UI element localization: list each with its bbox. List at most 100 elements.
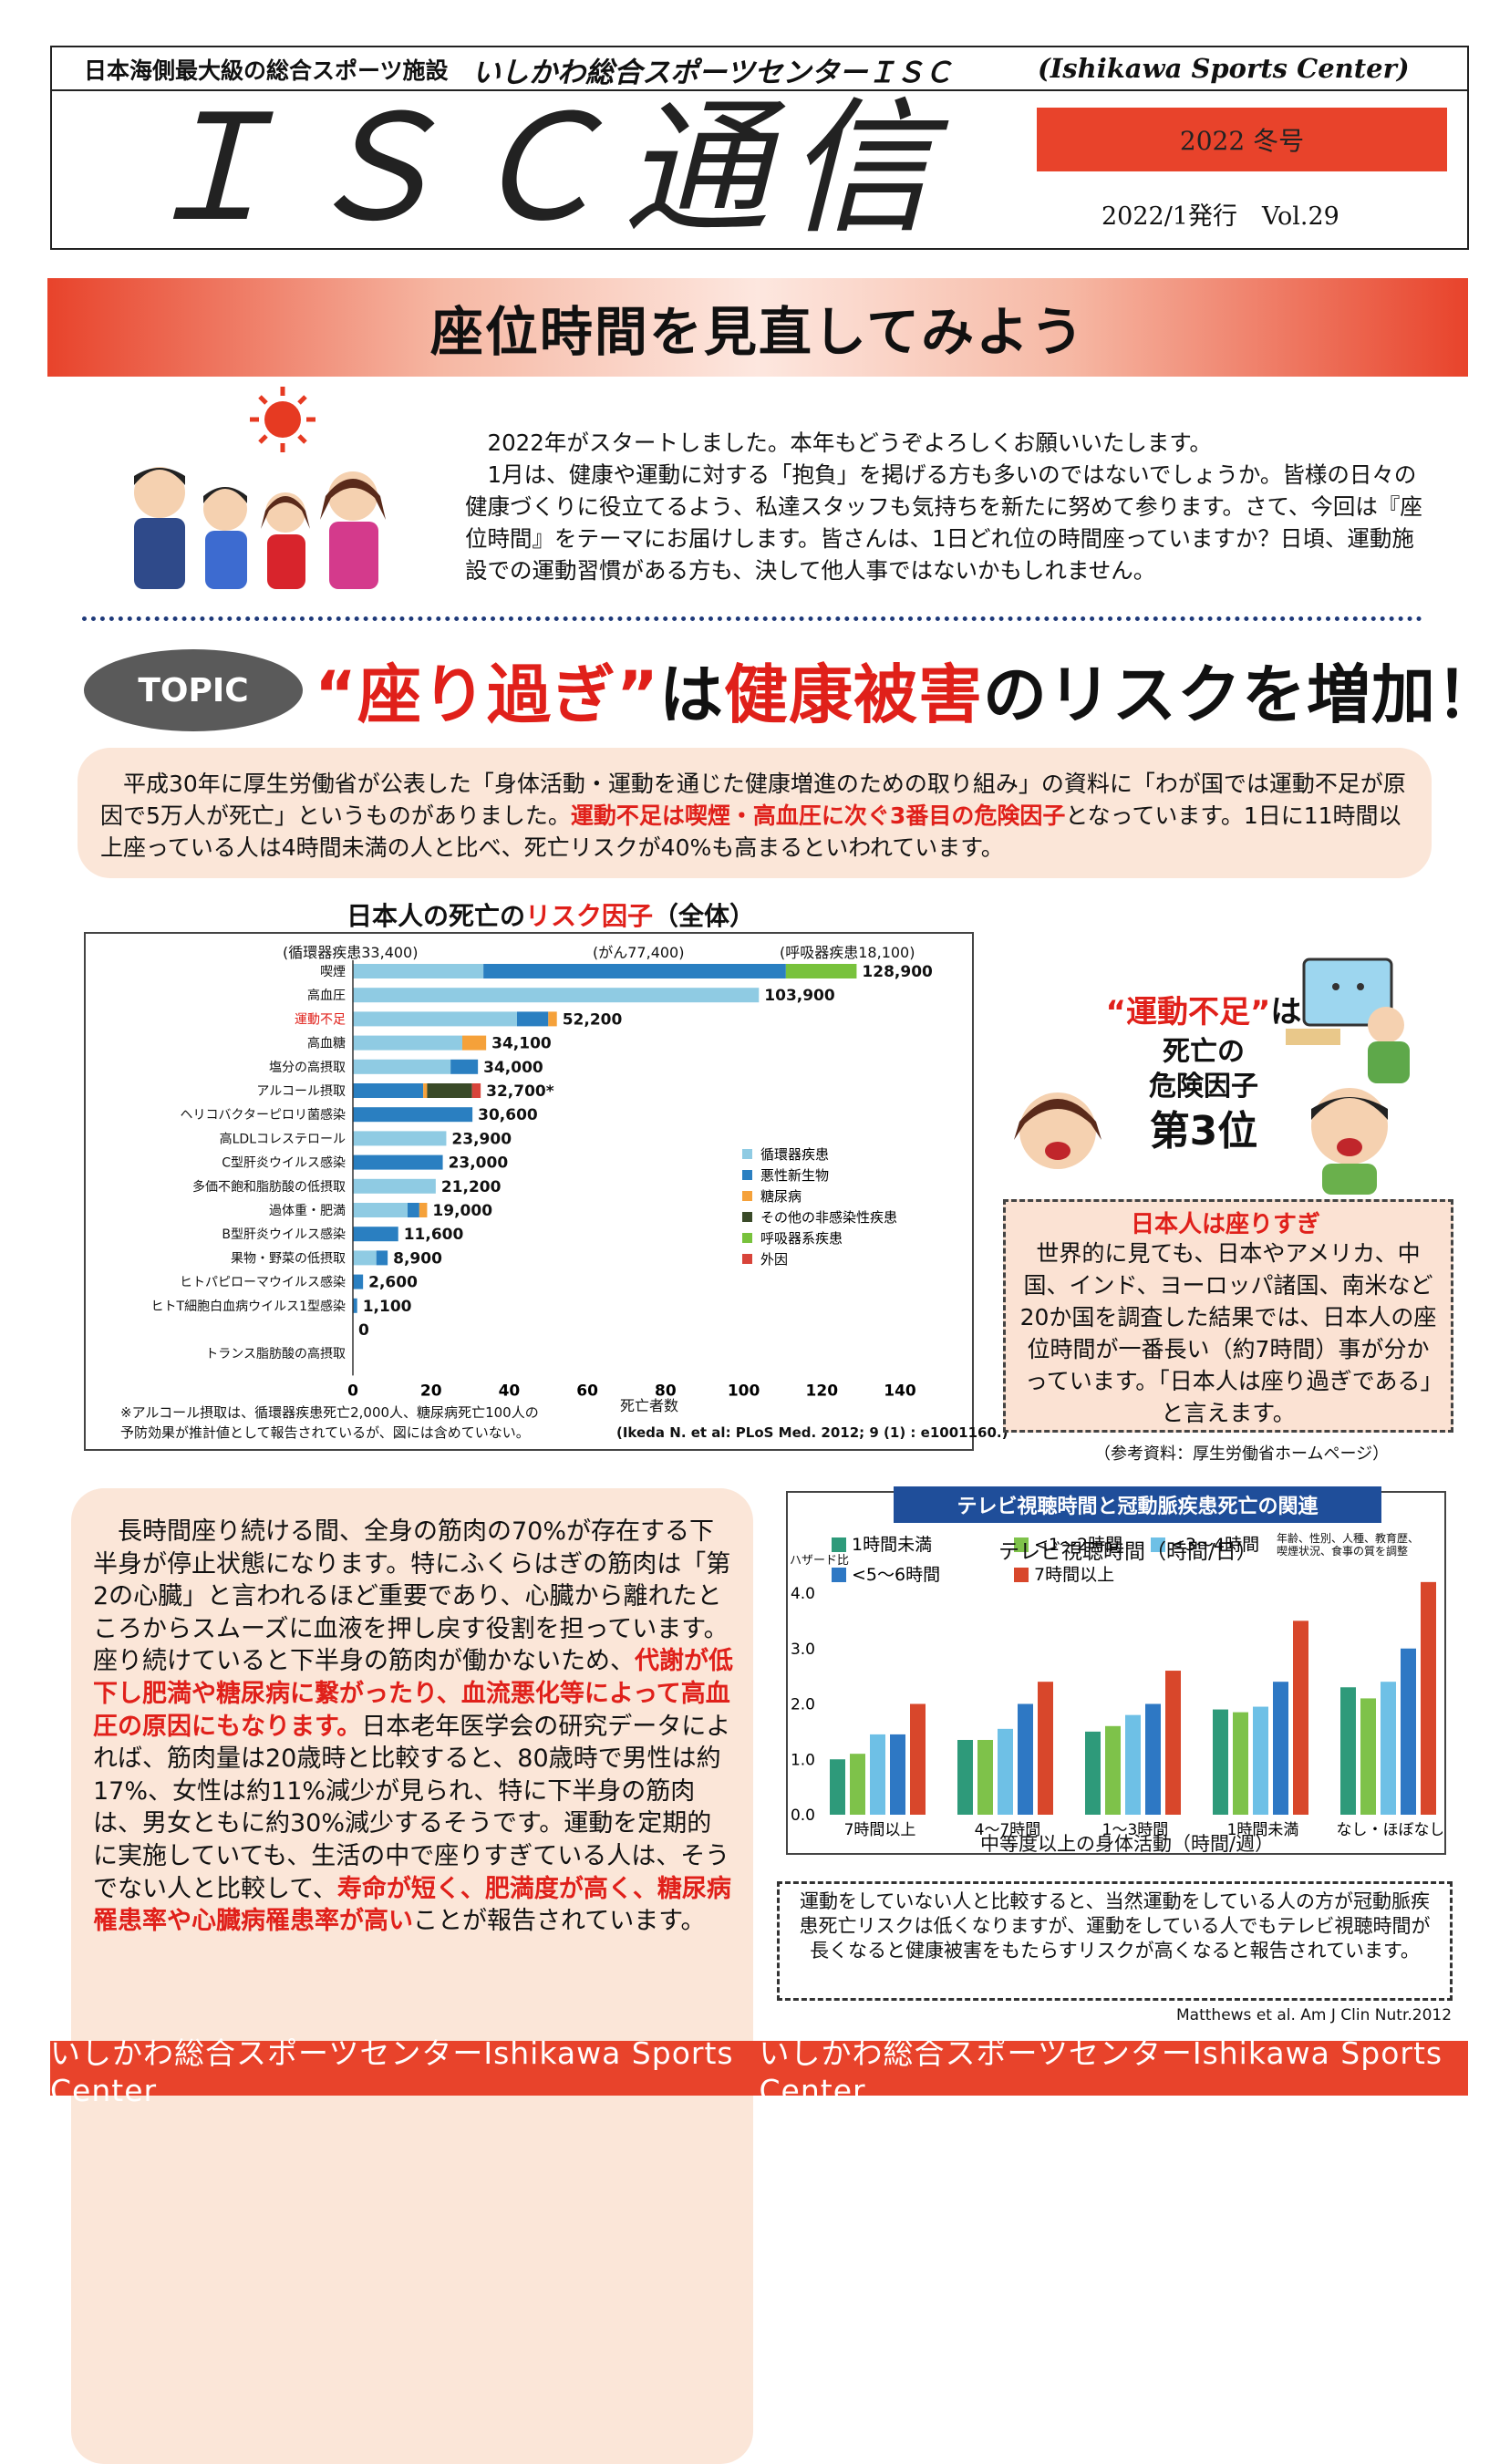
bar-segment	[548, 1011, 557, 1027]
bar	[1125, 1714, 1141, 1815]
bar-segment	[462, 1035, 487, 1051]
y-tick-label: ヒトT細胞白血病ウイルス1型感染	[151, 1299, 346, 1314]
bar	[1273, 1682, 1288, 1815]
badge-line4: 第3位	[1149, 1108, 1258, 1154]
legend-swatch	[742, 1254, 752, 1264]
bar-segment	[517, 1011, 549, 1027]
chart1-footnote-2: 予防効果が推計値として報告されているが、図には含めていない。	[120, 1424, 530, 1441]
masthead-divider	[50, 89, 1468, 91]
chart1-footnote-1: ※アルコール摂取は、循環器疾患死亡2,000人、糖尿病死亡100人の	[120, 1404, 539, 1421]
y-tick-label: 2.0	[791, 1696, 815, 1714]
chart1-source: (Ikeda N. et al: PLoS Med. 2012; 9 (1) :…	[616, 1424, 1008, 1441]
intro-line-2: 1月は、健康や運動に対する「抱負」を掲げる方も多いのではないでしょうか。皆様の日…	[465, 461, 1422, 584]
bar-value-label: 30,600	[478, 1106, 538, 1124]
y-tick-label: 4.0	[791, 1585, 815, 1603]
chart1-title-c: （全体）	[653, 901, 756, 931]
bar-segment	[353, 1250, 377, 1266]
bar-segment	[376, 1250, 388, 1266]
chart1-note-resp: (呼吸器疾患18,100)	[780, 944, 915, 961]
bar-value-label: 23,900	[451, 1130, 512, 1148]
father-figure	[134, 467, 185, 589]
bar-segment	[353, 1083, 424, 1098]
y-tick-label: 果物・野菜の低摂取	[231, 1251, 346, 1266]
legend-label: 7時間以上	[1034, 1565, 1114, 1585]
chart1-title-a: 日本人の死亡の	[346, 901, 526, 931]
bar-value-label: 19,000	[432, 1202, 492, 1220]
chart2-adjust-2: 喫煙状況、食事の質を調整	[1277, 1545, 1409, 1558]
chart2-note: 運動をしていない人と比較すると、当然運動をしている人の方が冠動脈疾患死亡リスクは…	[799, 1890, 1431, 1962]
sun-icon	[250, 387, 315, 452]
badge-line1-q: “運動不足”	[1105, 994, 1271, 1030]
x-tick-label: 40	[499, 1382, 521, 1400]
bar	[890, 1734, 905, 1815]
bar	[1421, 1581, 1436, 1815]
bar	[977, 1739, 993, 1815]
crying-boy-icon	[1311, 1088, 1388, 1195]
chart2-source: Matthews et al. Am J Clin Nutr.2012	[1176, 2006, 1453, 2024]
legend-swatch	[832, 1568, 846, 1582]
x-tick-label: 7時間以上	[844, 1821, 916, 1839]
bar-value-label: 34,000	[483, 1059, 543, 1077]
chart1-xlabel: 死亡者数	[620, 1397, 679, 1414]
paragraph2-red2: 寿命が短く、肥満度が高く、糖尿病罹患率や心臓病罹患率が高い	[93, 1874, 731, 1936]
x-tick-label: 1時間未満	[1227, 1821, 1299, 1839]
y-tick-label: ヘリコバクターピロリ菌感染	[181, 1107, 346, 1123]
bar-value-label: 32,700*	[486, 1082, 554, 1101]
bar-segment	[423, 1083, 428, 1098]
legend-label: 呼吸器系疾患	[760, 1230, 843, 1247]
x-tick-label: 80	[655, 1382, 677, 1400]
reference-note: （参考資料：厚生労働省ホームページ）	[1094, 1444, 1390, 1464]
bar	[1165, 1671, 1181, 1815]
bar-segment	[353, 1107, 473, 1123]
bar	[1233, 1712, 1248, 1815]
bar	[1018, 1703, 1033, 1815]
sitting-box-text: 世界的に見ても、日本やアメリカ、中国、インド、ヨーロッパ諸国、南米など20か国を…	[1019, 1240, 1437, 1426]
legend-swatch	[1014, 1568, 1029, 1582]
paragraph1-panel	[78, 748, 1432, 878]
paragraph2-part2: 日本老年医学会の研究データによれば、筋肉量は20歳時と比較すると、80歳時で男性…	[93, 1712, 731, 1903]
legend-label: <3～4時間	[1171, 1535, 1259, 1555]
family-illustration	[134, 387, 386, 589]
chart1-note-cancer: (がん77,400)	[593, 944, 685, 961]
bar-segment	[353, 1035, 462, 1051]
topic-head-1: “座り過ぎ”	[315, 657, 660, 732]
chart2-subtitle: テレビ視聴時間（時間/日）	[998, 1540, 1257, 1564]
legend-label: 糖尿病	[760, 1188, 802, 1205]
bar-segment	[471, 1083, 481, 1098]
bar-segment	[353, 1154, 443, 1170]
bar-value-label: 34,100	[491, 1035, 552, 1053]
footer-text-b: いしかわ総合スポーツセンターIshikawa Sports Center	[759, 2034, 1443, 2108]
bar-segment	[353, 1227, 398, 1242]
crying-girl-icon	[1014, 1092, 1101, 1169]
y-tick-label: 多価不飽和脂肪酸の低摂取	[192, 1179, 346, 1195]
sitting-too-much-box	[1003, 1199, 1453, 1433]
bar-value-label: 0	[358, 1321, 369, 1340]
topic-head-2: は	[659, 657, 725, 732]
x-tick-label: 4～7時間	[975, 1821, 1041, 1839]
bar	[1340, 1687, 1356, 1815]
topic-pill: TOPIC	[84, 649, 303, 731]
y-tick-label: 1.0	[791, 1751, 815, 1769]
bar-segment	[353, 1011, 517, 1027]
legend-swatch	[742, 1212, 752, 1222]
header-tagline-center: いしかわ総合スポーツセンターＩＳＣ	[472, 57, 953, 89]
chart1-title: 日本人の死亡のリスク因子（全体）	[346, 896, 755, 933]
bar-value-label: 21,200	[441, 1178, 502, 1196]
bar-segment	[483, 964, 786, 978]
y-tick-label: 高血圧	[307, 988, 346, 1003]
bar-segment	[785, 964, 857, 978]
chart2-adjust-1: 年齢、性別、人種、教育歴、	[1277, 1532, 1420, 1545]
bar-value-label: 11,600	[404, 1226, 464, 1244]
y-tick-label: ヒトパピローマウイルス感染	[180, 1275, 346, 1290]
risk-factor-chart: 喫煙 128,900 高血圧 103,900 運動不足 52,200 高血糖 34,100 塩分…	[151, 960, 933, 1400]
chart2-note-box	[777, 1881, 1453, 2001]
legend-label: <5～6時間	[852, 1565, 940, 1585]
bar	[998, 1728, 1013, 1815]
bar	[1381, 1682, 1396, 1815]
masthead-frame	[50, 46, 1469, 250]
bar-segment	[408, 1203, 419, 1217]
x-tick-label: 1～3時間	[1102, 1821, 1169, 1839]
bar	[870, 1734, 885, 1815]
bar-value-label: 23,000	[449, 1154, 509, 1173]
